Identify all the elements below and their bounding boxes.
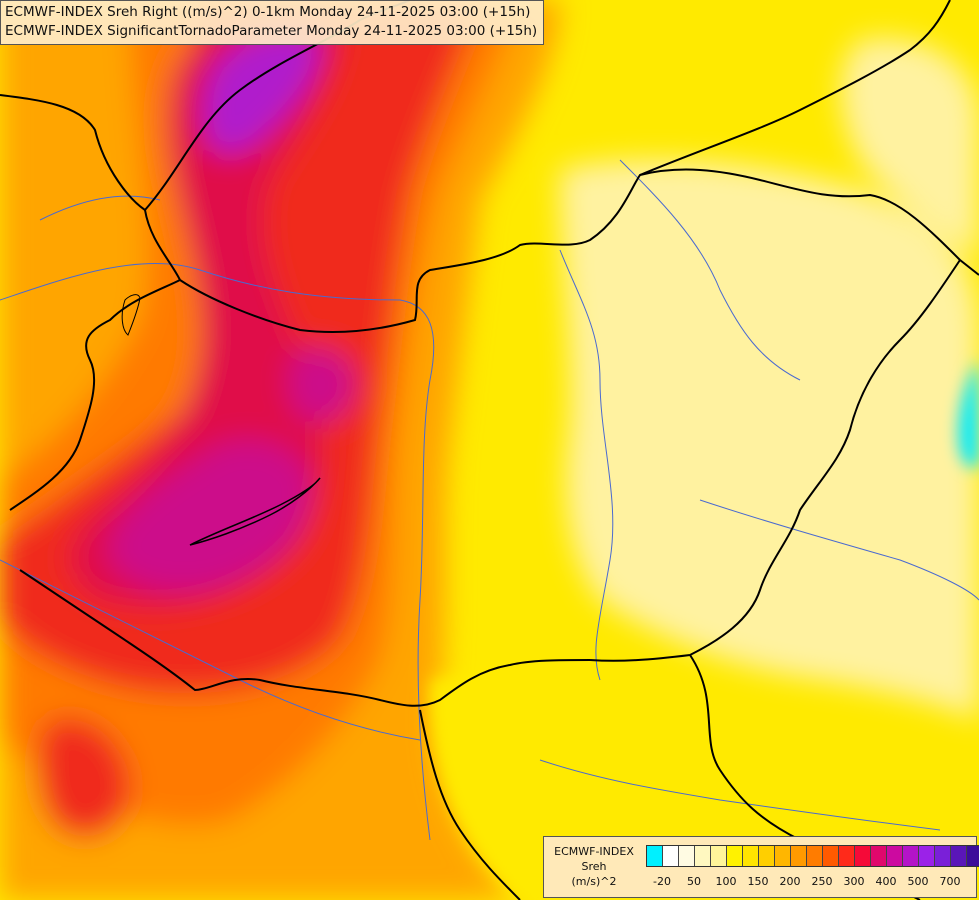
legend-tick-label: 200 (779, 875, 801, 888)
legend-swatch-10 (807, 846, 823, 866)
legend-swatch-5 (727, 846, 743, 866)
border-hungary-serbia-croatia (19, 569, 591, 707)
legend-swatch-9 (791, 846, 807, 866)
legend-tick-label: 300 (843, 875, 865, 888)
legend-swatch-20 (967, 846, 979, 866)
legend-tick-label: 50 (687, 875, 701, 888)
field-pale-east (560, 159, 979, 720)
legend-swatch-3 (695, 846, 711, 866)
legend-tick-labels: -20 50 100 150 200 250 300 400 500 700 (646, 875, 974, 891)
field-pale-northeast (841, 38, 979, 260)
legend-tick-label: -20 (653, 875, 671, 888)
legend-tick-label: 500 (907, 875, 929, 888)
map-title-box: ECMWF-INDEX Sreh Right ((m/s)^2) 0-1km M… (0, 0, 545, 45)
legend-title-variable: Sreh (581, 860, 607, 873)
legend-swatch-19 (951, 846, 967, 866)
field-purple-north (203, 29, 320, 154)
legend-swatch-4 (711, 846, 727, 866)
field-magenta (108, 440, 312, 591)
legend-swatch-15 (887, 846, 903, 866)
legend-swatch-11 (823, 846, 839, 866)
legend-swatch-1 (663, 846, 679, 866)
border-austria-slovakia-hungary (144, 168, 979, 333)
border-croatia-bosnia (419, 709, 521, 900)
legend-swatch-8 (775, 846, 791, 866)
legend-title: ECMWF-INDEX Sreh (m/s)^2 (546, 844, 642, 889)
legend-tick-label: 100 (715, 875, 737, 888)
legend-swatch-14 (871, 846, 887, 866)
map-title-line-2: ECMWF-INDEX SignificantTornadoParameter … (5, 23, 538, 39)
legend-swatch-18 (935, 846, 951, 866)
river-drava (0, 559, 421, 741)
map-title-line-1: ECMWF-INDEX Sreh Right ((m/s)^2) 0-1km M… (5, 4, 531, 20)
color-legend: ECMWF-INDEX Sreh (m/s)^2 -20 50 100 150 200 2… (543, 836, 979, 898)
legend-swatch-12 (839, 846, 855, 866)
river-east (699, 499, 979, 601)
legend-swatch-13 (855, 846, 871, 866)
river-north (619, 159, 801, 381)
legend-tick-label: 250 (811, 875, 833, 888)
legend-swatch-2 (679, 846, 695, 866)
border-hungary-romania (589, 259, 961, 662)
legend-swatch-7 (759, 846, 775, 866)
legend-swatch-0 (647, 846, 663, 866)
river-tisza (559, 249, 614, 681)
river-south (539, 759, 941, 831)
legend-title-unit: (m/s)^2 (571, 875, 617, 888)
legend-swatch-16 (903, 846, 919, 866)
field-red-southwest (37, 718, 130, 838)
field-cyan-east (958, 360, 979, 468)
lake-neusiedl (121, 294, 141, 336)
legend-swatch-17 (919, 846, 935, 866)
legend-swatch-6 (743, 846, 759, 866)
field-magenta-center (288, 347, 356, 422)
legend-title-model: ECMWF-INDEX (554, 845, 634, 858)
border-austria-slovenia (9, 279, 181, 511)
legend-color-bar (646, 845, 979, 867)
lake-balaton (189, 477, 321, 546)
legend-tick-label: 150 (747, 875, 769, 888)
legend-tick-label: 700 (939, 875, 961, 888)
legend-tick-label: 400 (875, 875, 897, 888)
river-west (39, 195, 161, 221)
border-north-east (639, 0, 951, 176)
